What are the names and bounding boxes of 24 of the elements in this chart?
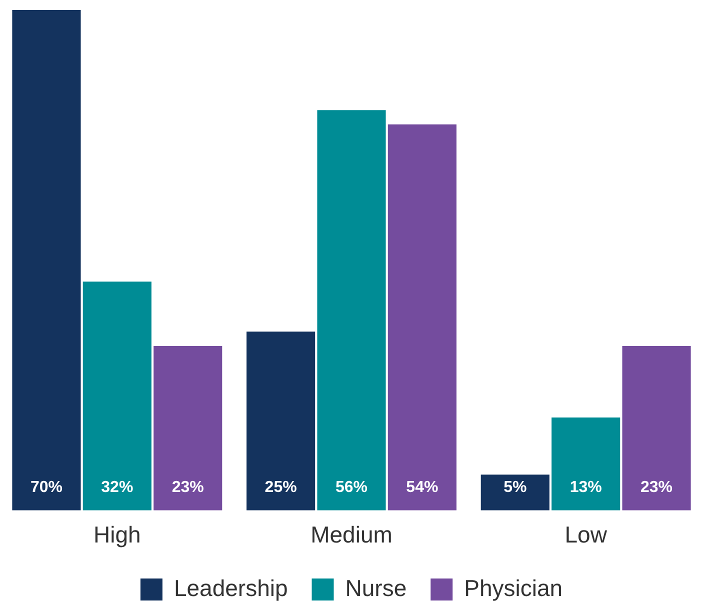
bar [246,332,316,510]
data-label: 56% [335,478,368,496]
data-label: 25% [264,478,297,496]
bar [317,110,386,510]
data-label: 13% [570,478,602,496]
bar [622,346,691,510]
bar [480,474,550,510]
x-tick-label: High [94,522,141,548]
bar [12,10,81,510]
legend-label: Physician [464,574,563,601]
bar [552,417,620,510]
x-tick-label: Medium [310,522,392,548]
x-tick-label: Low [564,522,608,548]
bar [388,124,456,510]
data-label: 54% [406,478,438,496]
data-label: 70% [30,478,62,496]
data-label: 23% [640,478,673,496]
legend-label: Leadership [174,574,288,601]
data-label: 23% [172,478,204,496]
bar [154,346,222,510]
bar [82,282,152,510]
legend-label: Nurse [345,574,407,601]
data-label: 5% [504,478,527,496]
data-label: 32% [101,478,134,496]
